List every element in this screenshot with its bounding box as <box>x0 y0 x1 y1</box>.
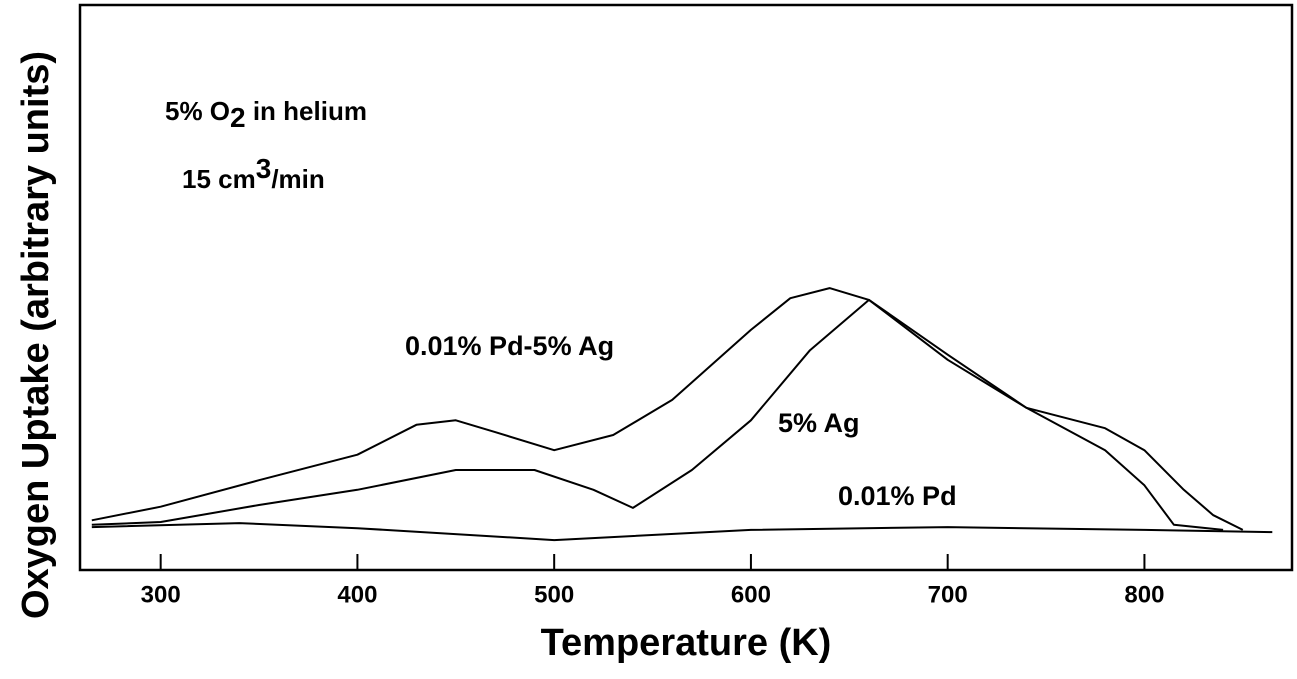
series-label: 0.01% Pd-5% Ag <box>405 331 614 361</box>
series-label: 5% Ag <box>778 408 860 438</box>
x-tick-label: 800 <box>1124 581 1164 608</box>
annotation: 5% O2 in helium <box>165 96 367 133</box>
annotation-part: 15 cm <box>182 164 256 194</box>
line-series <box>91 522 1273 542</box>
x-tick-label: 700 <box>928 581 968 608</box>
x-tick-label: 400 <box>337 581 377 608</box>
annotation-part: 3 <box>256 153 272 184</box>
annotation-part: 5% O <box>165 96 230 126</box>
annotation-part: /min <box>271 164 324 194</box>
annotation: 15 cm3/min <box>182 153 325 194</box>
x-tick-label: 500 <box>534 581 574 608</box>
annotation-part: in helium <box>246 96 367 126</box>
plot-frame <box>78 3 1294 572</box>
line-series <box>91 287 1244 531</box>
series-label: 0.01% Pd <box>838 481 957 511</box>
x-tick-label: 300 <box>141 581 181 608</box>
line-series <box>91 298 1224 531</box>
x-axis-title: Temperature (K) <box>541 622 832 664</box>
y-axis-title: Oxygen Uptake (arbitrary units) <box>15 51 57 619</box>
x-tick-label: 600 <box>731 581 771 608</box>
annotation-part: 2 <box>230 102 246 133</box>
